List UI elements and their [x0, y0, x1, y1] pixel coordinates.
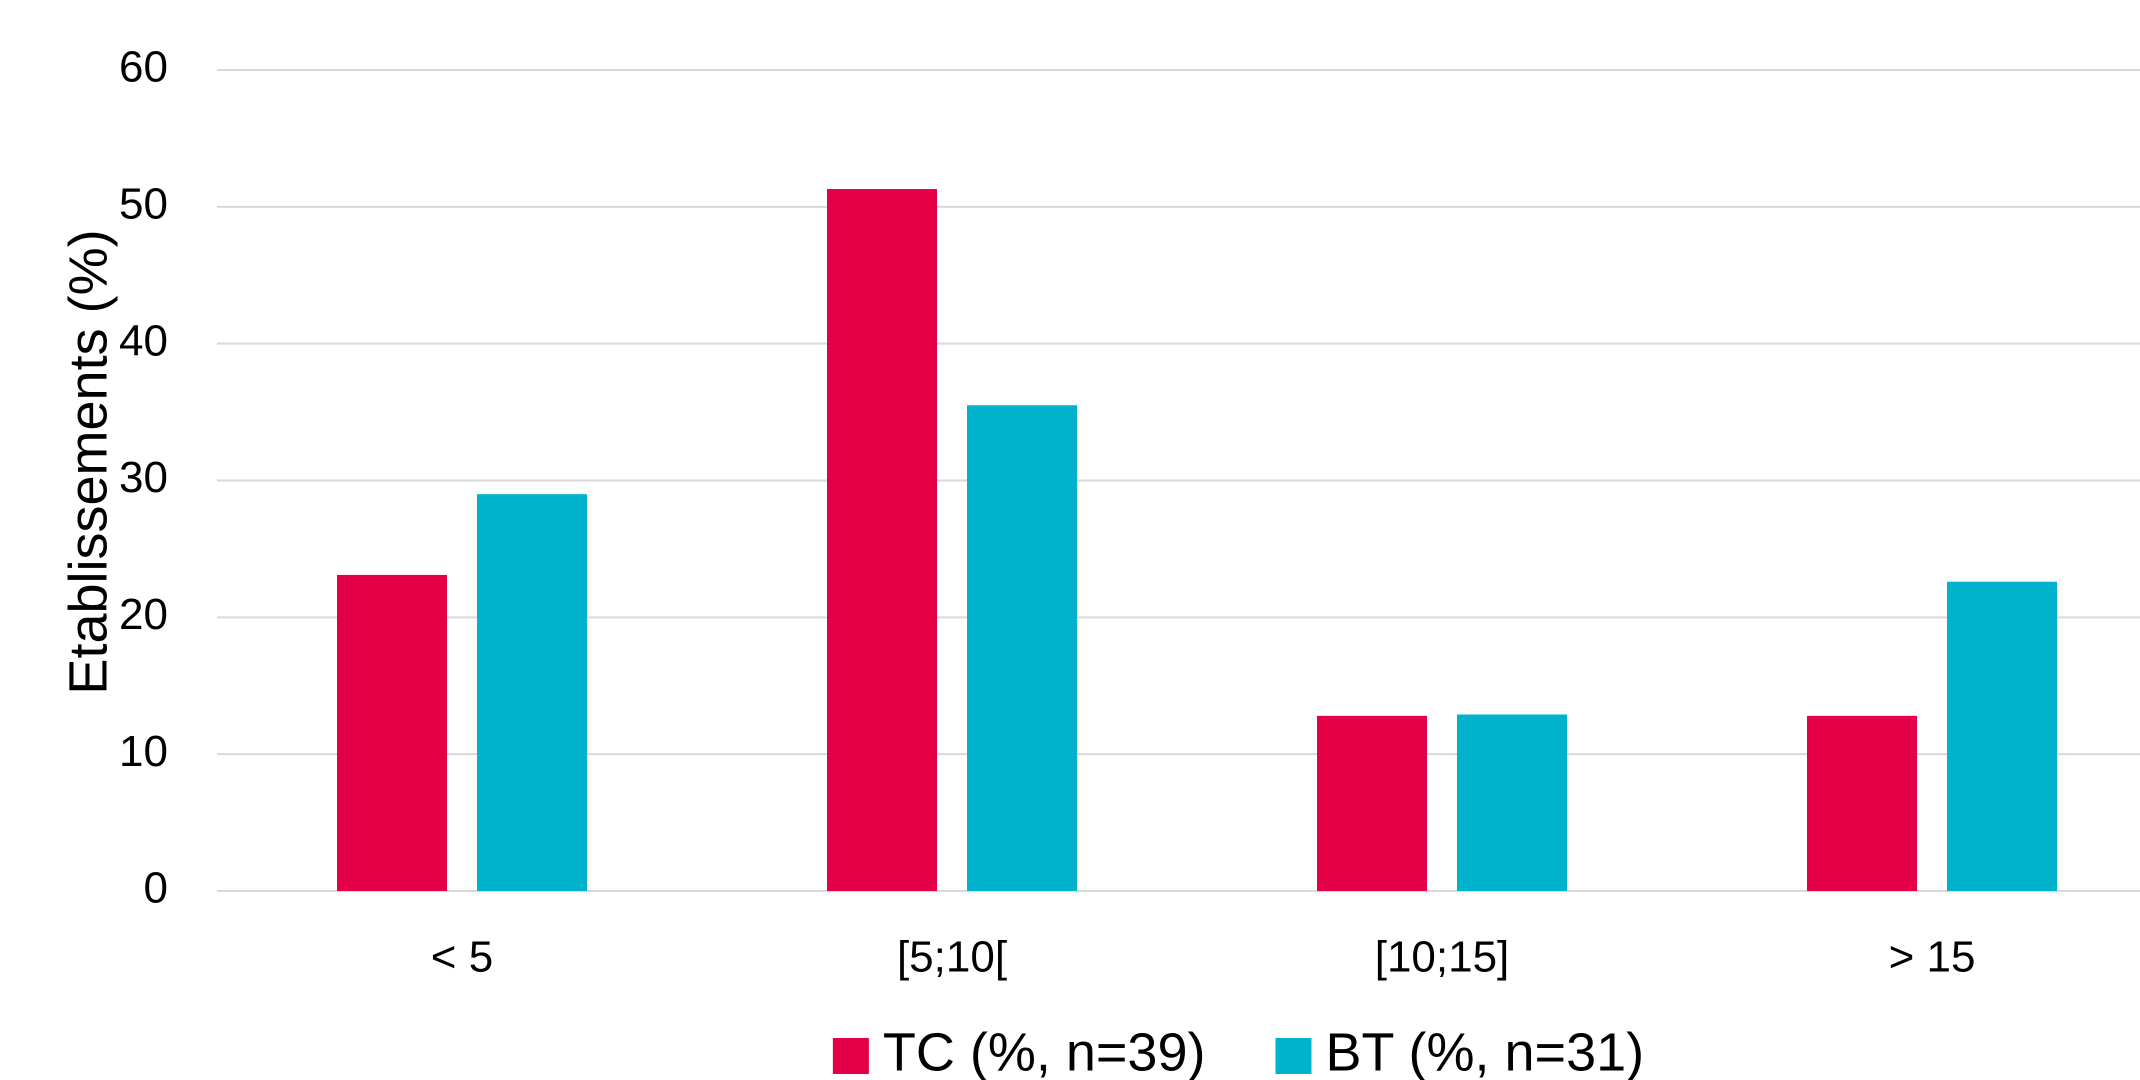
x-tick-label: > 15 — [1889, 933, 1976, 982]
y-axis-ticks: 0 10 20 30 40 50 60 — [119, 43, 168, 913]
y-tick-label: 10 — [119, 727, 168, 776]
legend-swatch — [1275, 1038, 1312, 1074]
bars — [337, 189, 2057, 892]
x-tick-label: < 5 — [431, 933, 493, 982]
bar — [477, 494, 587, 891]
bar — [337, 574, 447, 891]
y-tick-label: 0 — [144, 864, 168, 913]
y-tick-label: 50 — [119, 179, 168, 228]
legend: TC (%, n=39) BT (%, n=31) — [832, 1022, 1644, 1080]
legend-item: BT (%, n=31) — [1275, 1022, 1644, 1080]
bar — [1947, 581, 2057, 891]
y-tick-label: 60 — [119, 43, 168, 92]
bar — [1317, 715, 1427, 891]
bar — [967, 405, 1077, 891]
legend-item: TC (%, n=39) — [832, 1022, 1206, 1080]
x-tick-label: [5;10[ — [897, 933, 1007, 982]
y-tick-label: 20 — [119, 590, 168, 639]
legend-label: TC (%, n=39) — [883, 1022, 1206, 1080]
legend-label: BT (%, n=31) — [1325, 1022, 1644, 1080]
y-tick-label: 30 — [119, 453, 168, 502]
y-axis-title: Etablissements (%) — [58, 229, 118, 694]
bar — [1807, 715, 1917, 891]
x-axis-ticks: < 5 [5;10[ [10;15] > 15 — [431, 933, 1976, 982]
x-tick-label: [10;15] — [1375, 933, 1510, 982]
y-tick-label: 40 — [119, 316, 168, 365]
bar — [827, 189, 937, 892]
bar — [1457, 714, 1567, 891]
legend-swatch — [832, 1038, 869, 1074]
